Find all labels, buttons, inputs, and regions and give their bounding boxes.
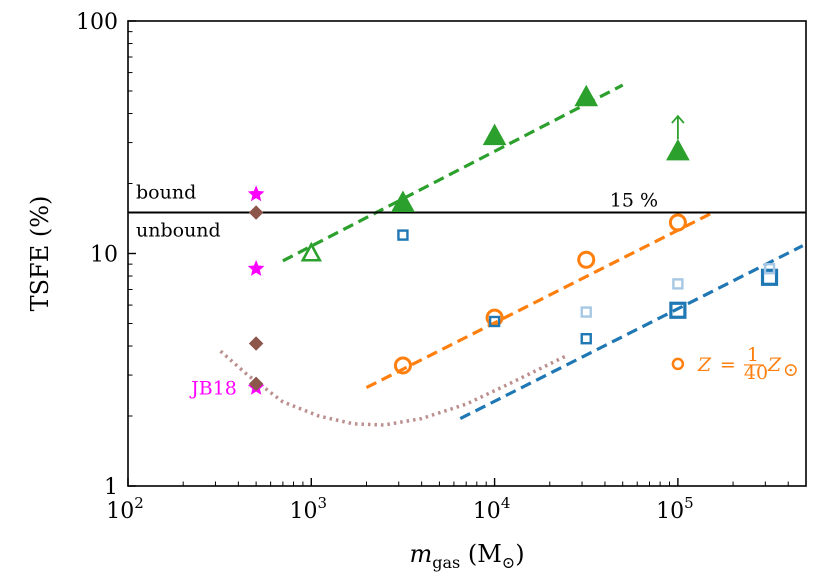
green-filled-triangles-point [666, 138, 690, 161]
y-tick-label: 1 [104, 475, 118, 500]
x-tick-label: 104 [473, 494, 511, 524]
brown-diamonds-point [248, 376, 264, 392]
magenta-stars-point [247, 185, 265, 202]
x-axis-label-sun: ⊙ [502, 553, 515, 572]
x-axis-label-subscript: gas [432, 553, 460, 572]
fit-lines [219, 83, 804, 427]
metallicity-legend: Z = 1 40 Z ⊙ [671, 344, 799, 384]
x-axis-label-unit-close: ) [515, 540, 524, 568]
x-tick-base: 10 [106, 499, 134, 524]
orange-circles-point [393, 356, 412, 375]
threshold-line-group: 15 % bound unbound [128, 182, 806, 242]
blue-small-squares-point [488, 315, 501, 328]
orange-fit [365, 212, 711, 390]
y-tick-label: 100 [76, 10, 118, 35]
threshold-label: 15 % [610, 190, 658, 212]
metallicity-numerator: 1 [747, 344, 759, 366]
upper-limit-arrow [671, 114, 685, 140]
sun-symbol: ⊙ [783, 359, 799, 381]
metallicity-equals: = [720, 354, 736, 376]
lightblue-small-squares-point [763, 263, 776, 275]
green-filled-triangles-point [391, 190, 415, 212]
x-tick-base: 10 [656, 499, 684, 524]
x-axis-label-unit-open: (M [460, 540, 502, 568]
lightblue-small-squares-point [672, 278, 684, 290]
x-tick-exponent: 4 [501, 494, 511, 512]
y-axis-label: TSFE (%) [26, 196, 54, 312]
x-tick-exponent: 3 [318, 494, 328, 512]
magenta-stars-point [247, 259, 265, 276]
blue-small-squares-point [397, 229, 409, 241]
jb18-label: JB18 [189, 378, 237, 400]
blue-small-squares-point [580, 333, 592, 345]
x-tick-base: 10 [290, 499, 318, 524]
blue-large-squares-point [760, 268, 779, 286]
unbound-label: unbound [136, 220, 221, 242]
x-tick-label: 102 [106, 494, 144, 524]
green-fit [282, 83, 624, 263]
blue-fit [459, 244, 804, 420]
orange-circles-point [668, 213, 687, 232]
brown-diamonds-point [248, 205, 264, 220]
green-filled-triangles-point [482, 123, 507, 146]
green-filled-triangles-point [574, 84, 599, 107]
metallicity-denominator: 40 [744, 362, 768, 384]
green-open-triangle-point [300, 241, 322, 262]
metallicity-z-sun: Z [767, 354, 782, 376]
x-tick-label: 105 [656, 494, 694, 524]
brown-diamonds-point [248, 336, 264, 351]
brown-dotted-curve [219, 349, 569, 427]
y-tick-label: 10 [90, 243, 118, 268]
x-tick-base: 10 [473, 499, 501, 524]
bound-label: bound [136, 182, 196, 204]
blue-large-squares-point [669, 301, 687, 319]
x-tick-exponent: 5 [684, 494, 694, 512]
metallicity-legend-marker [671, 357, 685, 371]
metallicity-z: Z [697, 354, 712, 376]
x-tick-exponent: 2 [134, 494, 144, 512]
lightblue-small-squares-point [580, 306, 592, 318]
data-markers [247, 84, 779, 395]
orange-circles-point [577, 250, 596, 269]
x-tick-label: 103 [290, 494, 328, 524]
upper-limit-arrow-head [671, 114, 685, 124]
x-axis-label: mgas (M⊙) [409, 540, 524, 572]
x-axis-label-symbol: m [409, 540, 432, 568]
